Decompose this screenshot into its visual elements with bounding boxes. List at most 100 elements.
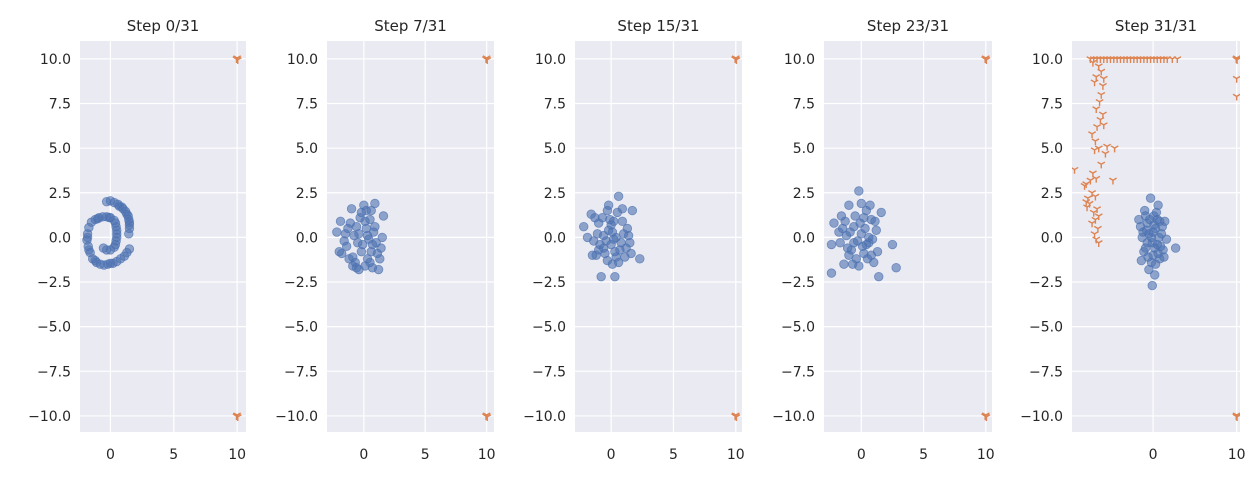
y-tick-label: 5.0 <box>49 141 71 157</box>
tri-marker <box>1090 147 1099 155</box>
y-tick-label: 5.0 <box>544 141 566 157</box>
y-tick-label: −2.5 <box>1029 275 1063 291</box>
data-point <box>341 241 352 252</box>
tri-marker <box>1091 138 1100 146</box>
data-point <box>1147 280 1157 291</box>
data-point <box>378 211 389 221</box>
x-tick-label: 5 <box>669 447 678 463</box>
data-point <box>356 207 367 218</box>
y-tick-label: −5.0 <box>781 320 815 336</box>
tri-marker <box>1098 82 1107 90</box>
data-point <box>1146 257 1157 268</box>
y-tick-label: 0.0 <box>296 230 318 246</box>
data-point <box>110 218 121 228</box>
x-tick-label: 0 <box>359 447 368 463</box>
data-point <box>611 252 621 262</box>
tri-marker <box>1110 145 1119 153</box>
tri-marker <box>1090 79 1099 87</box>
data-point <box>887 239 898 250</box>
data-point <box>592 229 603 239</box>
data-point <box>351 221 362 232</box>
subplot-title: Step 0/31 <box>127 17 200 35</box>
tri-marker <box>1097 68 1106 76</box>
tri-marker <box>1103 143 1112 151</box>
data-point <box>371 238 381 248</box>
tri-marker <box>1232 75 1240 83</box>
data-point <box>340 229 351 239</box>
y-tick-label: −10.0 <box>275 409 318 425</box>
y-tick-label: −2.5 <box>284 275 318 291</box>
data-point <box>627 205 638 216</box>
x-tick-label: 10 <box>478 447 496 463</box>
x-tick-label: 5 <box>421 447 430 463</box>
data-point <box>98 243 109 253</box>
x-tick-label: 0 <box>1149 447 1158 463</box>
y-tick-label: 10.0 <box>287 52 318 68</box>
data-points <box>82 55 242 422</box>
x-tick-label: 5 <box>169 447 178 463</box>
y-tick-label: 0.0 <box>793 230 815 246</box>
data-point <box>865 200 875 210</box>
data-point <box>90 255 100 266</box>
y-tick-label: 2.5 <box>793 186 815 202</box>
data-point <box>346 204 357 214</box>
tri-marker <box>483 414 492 422</box>
subplot-2: Step 7/31 10.0 7.5 5.0 2.5 0.0 −2.5 −5.0 −7.5 −10… <box>275 17 495 463</box>
data-point <box>845 227 855 237</box>
y-tick-label: −2.5 <box>781 275 815 291</box>
data-point <box>861 239 872 250</box>
y-tick-label: 7.5 <box>793 96 815 112</box>
data-point <box>335 216 346 227</box>
y-tick-label: 2.5 <box>1041 186 1063 202</box>
data-point <box>617 216 628 227</box>
tri-marker <box>1083 204 1092 212</box>
x-tick-label: 10 <box>977 447 995 463</box>
y-tick-label: 10.0 <box>1032 52 1063 68</box>
data-point <box>871 225 881 235</box>
data-points <box>332 55 492 422</box>
subplot-title: Step 31/31 <box>1115 17 1197 35</box>
data-point <box>849 238 859 248</box>
data-point <box>579 221 589 232</box>
tri-marker <box>982 414 991 422</box>
y-tick-label: −7.5 <box>284 364 318 380</box>
data-point <box>1145 193 1156 203</box>
data-point <box>1142 238 1152 248</box>
data-point <box>1140 211 1151 221</box>
data-point <box>856 198 867 209</box>
x-tick-label: 10 <box>1228 447 1246 463</box>
tri-marker <box>1088 59 1097 67</box>
tri-marker <box>982 57 991 64</box>
subplot-1: Step 0/31 10.0 7.5 5.0 2.5 0.0 −2.5 −5.0 −7.5 −10… <box>28 17 246 463</box>
data-point <box>621 243 631 253</box>
y-tick-label: 7.5 <box>296 96 318 112</box>
data-point <box>876 207 886 218</box>
y-tick-label: −5.0 <box>284 320 318 336</box>
data-point <box>826 239 837 250</box>
y-tick-label: 10.0 <box>40 52 71 68</box>
y-tick-label: −10.0 <box>1020 409 1063 425</box>
tri-marker <box>1088 131 1097 139</box>
tri-marker <box>1092 175 1101 183</box>
data-point <box>332 227 342 237</box>
tri-marker <box>1072 166 1079 174</box>
data-point <box>603 200 614 210</box>
tri-marker <box>1233 414 1240 422</box>
data-point <box>829 218 839 228</box>
data-point <box>1155 216 1165 227</box>
tri-marker <box>1080 182 1089 190</box>
data-point <box>844 250 854 260</box>
tri-marker <box>1094 240 1103 247</box>
tri-marker <box>1092 106 1101 114</box>
data-point <box>1170 243 1181 253</box>
data-point <box>124 244 135 254</box>
y-tick-label: −7.5 <box>1029 364 1063 380</box>
data-point <box>854 261 864 271</box>
data-point <box>587 250 598 260</box>
data-point <box>844 200 854 210</box>
data-point <box>375 254 385 264</box>
data-point <box>870 216 880 227</box>
data-point <box>612 207 623 218</box>
data-point <box>354 264 364 275</box>
